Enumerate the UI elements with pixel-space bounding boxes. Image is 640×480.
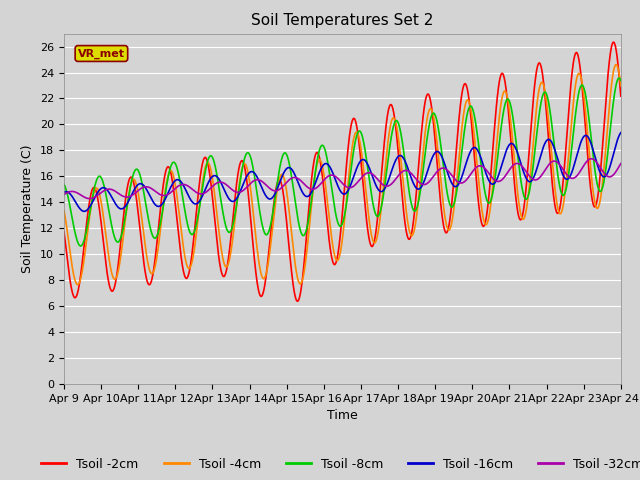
Legend: Tsoil -2cm, Tsoil -4cm, Tsoil -8cm, Tsoil -16cm, Tsoil -32cm: Tsoil -2cm, Tsoil -4cm, Tsoil -8cm, Tsoi… — [36, 453, 640, 476]
Title: Soil Temperatures Set 2: Soil Temperatures Set 2 — [252, 13, 433, 28]
Text: VR_met: VR_met — [78, 48, 125, 59]
X-axis label: Time: Time — [327, 409, 358, 422]
Y-axis label: Soil Temperature (C): Soil Temperature (C) — [22, 144, 35, 273]
